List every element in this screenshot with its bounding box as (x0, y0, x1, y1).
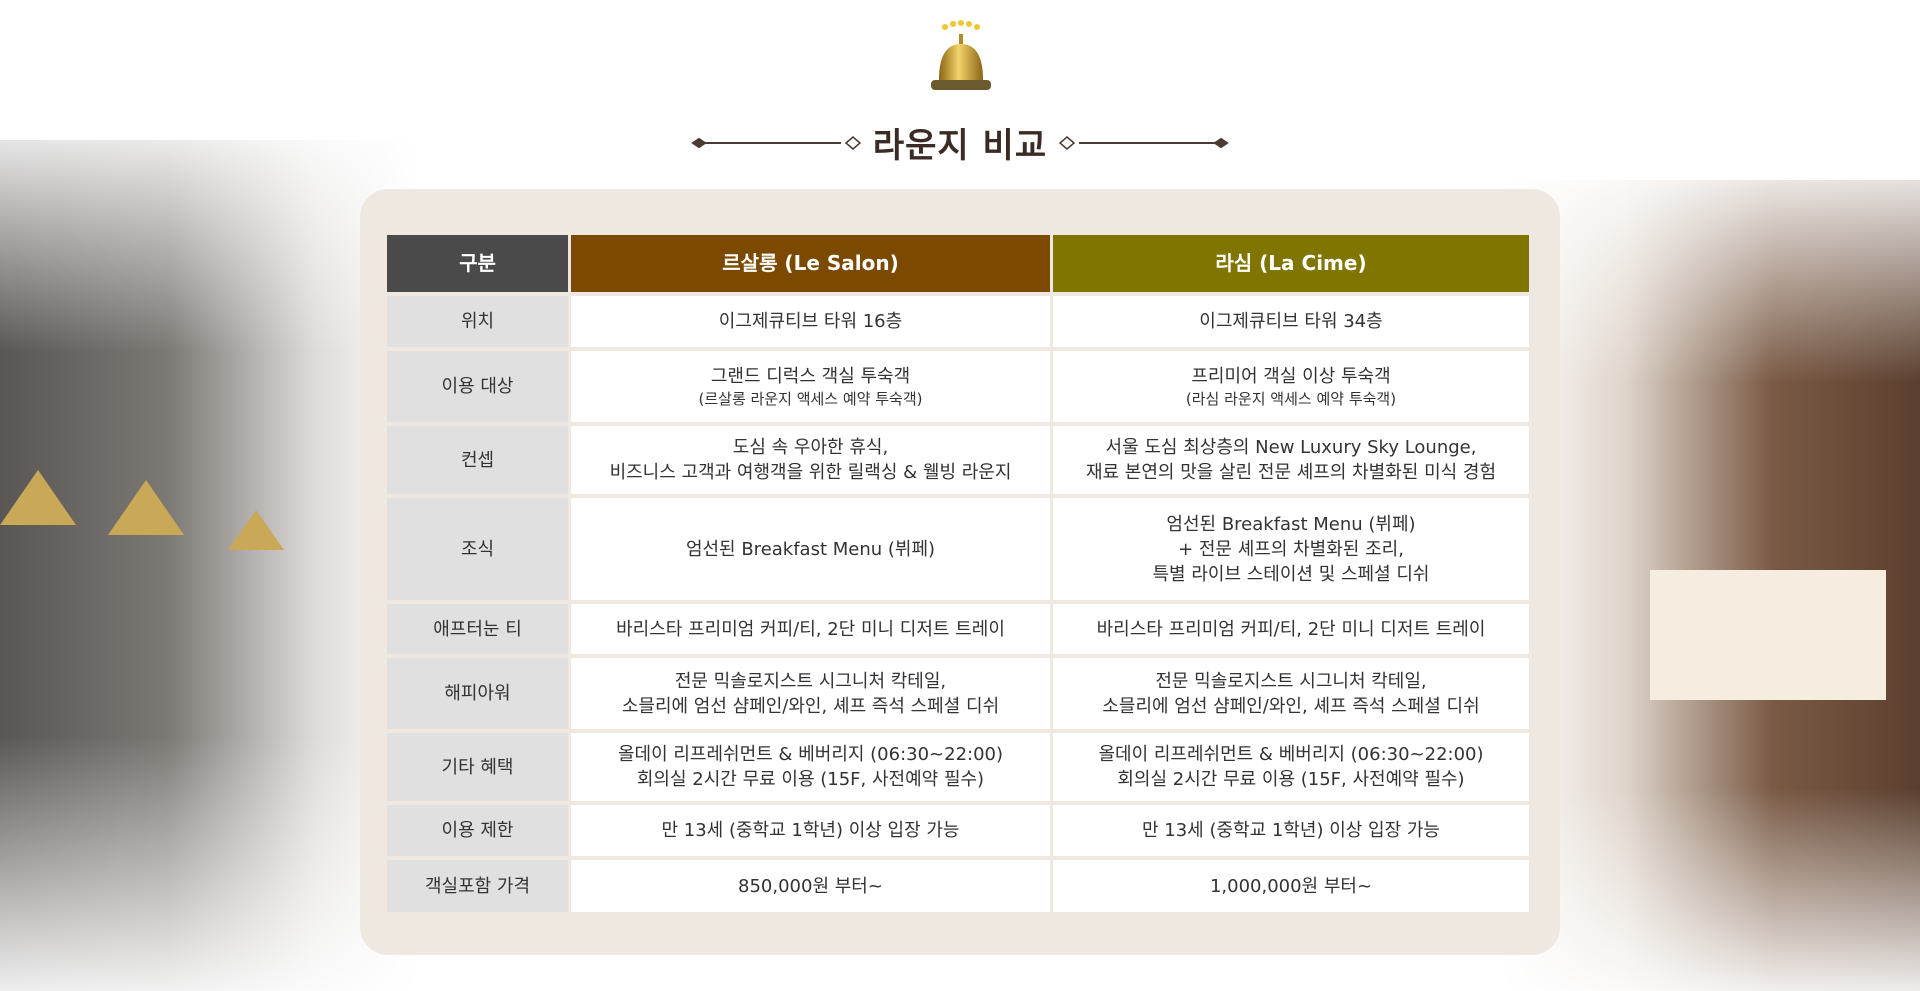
cell-line: 전문 믹솔로지스트 시그니처 칵테일, (1155, 670, 1427, 692)
le-salon-cell: 바리스타 프리미엄 커피/티, 2단 미니 디저트 트레이 (571, 604, 1050, 654)
cell-line: 서울 도심 최상층의 New Luxury Sky Lounge, (1105, 437, 1477, 458)
cell-line: 850,000원 부터~ (738, 875, 883, 897)
row-label: 기타 혜택 (387, 733, 568, 801)
table-row: 이용 제한 만 13세 (중학교 1학년) 이상 입장 가능 만 13세 (중학교 … (387, 805, 1529, 856)
cell-line: 비즈니스 고객과 여행객을 위한 릴랙싱 & 웰빙 라운지 (609, 462, 1012, 483)
cell-line: 엄선된 Breakfast Menu (뷔페) (685, 538, 936, 560)
row-label: 해피아워 (387, 658, 568, 729)
cell-line: 회의실 2시간 무료 이용 (15F, 사전예약 필수) (636, 769, 985, 790)
la-cime-cell: 1,000,000원 부터~ (1053, 860, 1529, 912)
table-row: 위치 이그제큐티브 타워 16층 이그제큐티브 타워 34층 (387, 296, 1529, 347)
section-header: 라운지 비교 (0, 118, 1920, 167)
cell-line: (르살롱 라운지 액세스 예약 투숙객) (698, 390, 923, 408)
cell-line: 올데이 리프레쉬먼트 & 베버리지 (06:30~22:00) (617, 744, 1004, 765)
page-title: 라운지 비교 (872, 126, 1048, 166)
table-row: 이용 대상 그랜드 디럭스 객실 투숙객 (르살롱 라운지 액세스 예약 투숙객) 프… (387, 351, 1529, 422)
la-cime-cell: 서울 도심 최상층의 New Luxury Sky Lounge, 재료 본연의 … (1053, 426, 1529, 494)
cell-line: 이그제큐티브 타워 16층 (718, 311, 903, 332)
lounge-comparison-table: 구분 르살롱 (Le Salon) 라심 (La Cime) 위치 이그제큐티브 … (387, 235, 1529, 916)
cell-line: 소믈리에 엄선 샴페인/와인, 셰프 즉석 스페셜 디쉬 (1102, 695, 1480, 717)
cell-line: 1,000,000원 부터~ (1209, 875, 1373, 897)
pendant-lamp (108, 480, 184, 535)
cell-line: 만 13세 (중학교 1학년) 이상 입장 가능 (661, 820, 960, 841)
cell-line: 올데이 리프레쉬먼트 & 베버리지 (06:30~22:00) (1098, 744, 1484, 765)
cell-line: 만 13세 (중학교 1학년) 이상 입장 가능 (1141, 820, 1440, 841)
row-label: 조식 (387, 498, 568, 600)
table-row: 애프터눈 티 바리스타 프리미엄 커피/티, 2단 미니 디저트 트레이 바리스타 … (387, 604, 1529, 654)
cell-line: + 전문 셰프의 차별화된 조리, (1178, 538, 1404, 560)
cell-line: 특별 라이브 스테이션 및 스페셜 디쉬 (1152, 563, 1430, 585)
row-label: 컨셉 (387, 426, 568, 494)
header-le-salon: 르살롱 (Le Salon) (571, 235, 1050, 292)
la-cime-cell: 만 13세 (중학교 1학년) 이상 입장 가능 (1053, 805, 1529, 856)
le-salon-cell: 도심 속 우아한 휴식, 비즈니스 고객과 여행객을 위한 릴랙싱 & 웰빙 라운… (571, 426, 1050, 494)
la-cime-cell: 전문 믹솔로지스트 시그니처 칵테일, 소믈리에 엄선 샴페인/와인, 셰프 즉석… (1053, 658, 1529, 729)
la-cime-cell: 이그제큐티브 타워 34층 (1053, 296, 1529, 347)
table-row: 컨셉 도심 속 우아한 휴식, 비즈니스 고객과 여행객을 위한 릴랙싱 & 웰빙 … (387, 426, 1529, 494)
cell-line: (라심 라운지 액세스 예약 투숙객) (1185, 390, 1397, 408)
table-header-row: 구분 르살롱 (Le Salon) 라심 (La Cime) (387, 235, 1529, 292)
la-cime-cell: 프리미어 객실 이상 투숙객 (라심 라운지 액세스 예약 투숙객) (1053, 351, 1529, 422)
cell-line: 그랜드 디럭스 객실 투숙객 (710, 366, 911, 387)
table-lamp (1650, 570, 1886, 700)
le-salon-cell: 그랜드 디럭스 객실 투숙객 (르살롱 라운지 액세스 예약 투숙객) (571, 351, 1050, 422)
table-row: 기타 혜택 올데이 리프레쉬먼트 & 베버리지 (06:30~22:00) 회의실 … (387, 733, 1529, 801)
cell-line: 이그제큐티브 타워 34층 (1199, 311, 1383, 332)
ornament-right-icon (1059, 135, 1229, 150)
le-salon-cell: 850,000원 부터~ (571, 860, 1050, 912)
le-salon-cell: 이그제큐티브 타워 16층 (571, 296, 1050, 347)
la-cime-cell: 엄선된 Breakfast Menu (뷔페) + 전문 셰프의 차별화된 조리,… (1053, 498, 1529, 600)
le-salon-cell: 만 13세 (중학교 1학년) 이상 입장 가능 (571, 805, 1050, 856)
row-label: 객실포함 가격 (387, 860, 568, 912)
service-bell-icon (931, 20, 991, 90)
cell-line: 프리미어 객실 이상 투숙객 (1191, 366, 1391, 387)
le-salon-cell: 엄선된 Breakfast Menu (뷔페) (571, 498, 1050, 600)
la-cime-cell: 올데이 리프레쉬먼트 & 베버리지 (06:30~22:00) 회의실 2시간 무… (1053, 733, 1529, 801)
table-row: 객실포함 가격 850,000원 부터~ 1,000,000원 부터~ (387, 860, 1529, 912)
le-salon-cell: 전문 믹솔로지스트 시그니처 칵테일, 소믈리에 엄선 샴페인/와인, 셰프 즉석… (571, 658, 1050, 729)
ornament-left-icon (691, 135, 861, 150)
buffet-background-image (0, 140, 420, 991)
row-label: 이용 제한 (387, 805, 568, 856)
lounge-background-image (1500, 180, 1920, 991)
le-salon-cell: 올데이 리프레쉬먼트 & 베버리지 (06:30~22:00) 회의실 2시간 무… (571, 733, 1050, 801)
table-row: 조식 엄선된 Breakfast Menu (뷔페) 엄선된 Breakfast M… (387, 498, 1529, 600)
cell-line: 전문 믹솔로지스트 시그니처 칵테일, (674, 670, 947, 692)
cell-line: 회의실 2시간 무료 이용 (15F, 사전예약 필수) (1117, 769, 1465, 790)
pendant-lamp (228, 510, 284, 550)
la-cime-cell: 바리스타 프리미엄 커피/티, 2단 미니 디저트 트레이 (1053, 604, 1529, 654)
cell-line: 엄선된 Breakfast Menu (뷔페) (1166, 513, 1416, 535)
row-label: 이용 대상 (387, 351, 568, 422)
header-category: 구분 (387, 235, 568, 292)
header-la-cime: 라심 (La Cime) (1053, 235, 1529, 292)
table-row: 해피아워 전문 믹솔로지스트 시그니처 칵테일, 소믈리에 엄선 샴페인/와인, 셰… (387, 658, 1529, 729)
cell-line: 소믈리에 엄선 샴페인/와인, 셰프 즉석 스페셜 디쉬 (621, 695, 1000, 717)
cell-line: 바리스타 프리미엄 커피/티, 2단 미니 디저트 트레이 (1096, 618, 1486, 640)
cell-line: 바리스타 프리미엄 커피/티, 2단 미니 디저트 트레이 (616, 618, 1005, 640)
row-label: 위치 (387, 296, 568, 347)
row-label: 애프터눈 티 (387, 604, 568, 654)
pendant-lamp (0, 470, 76, 525)
cell-line: 재료 본연의 맛을 살린 전문 셰프의 차별화된 미식 경험 (1085, 462, 1497, 483)
cell-line: 도심 속 우아한 휴식, (732, 437, 889, 458)
